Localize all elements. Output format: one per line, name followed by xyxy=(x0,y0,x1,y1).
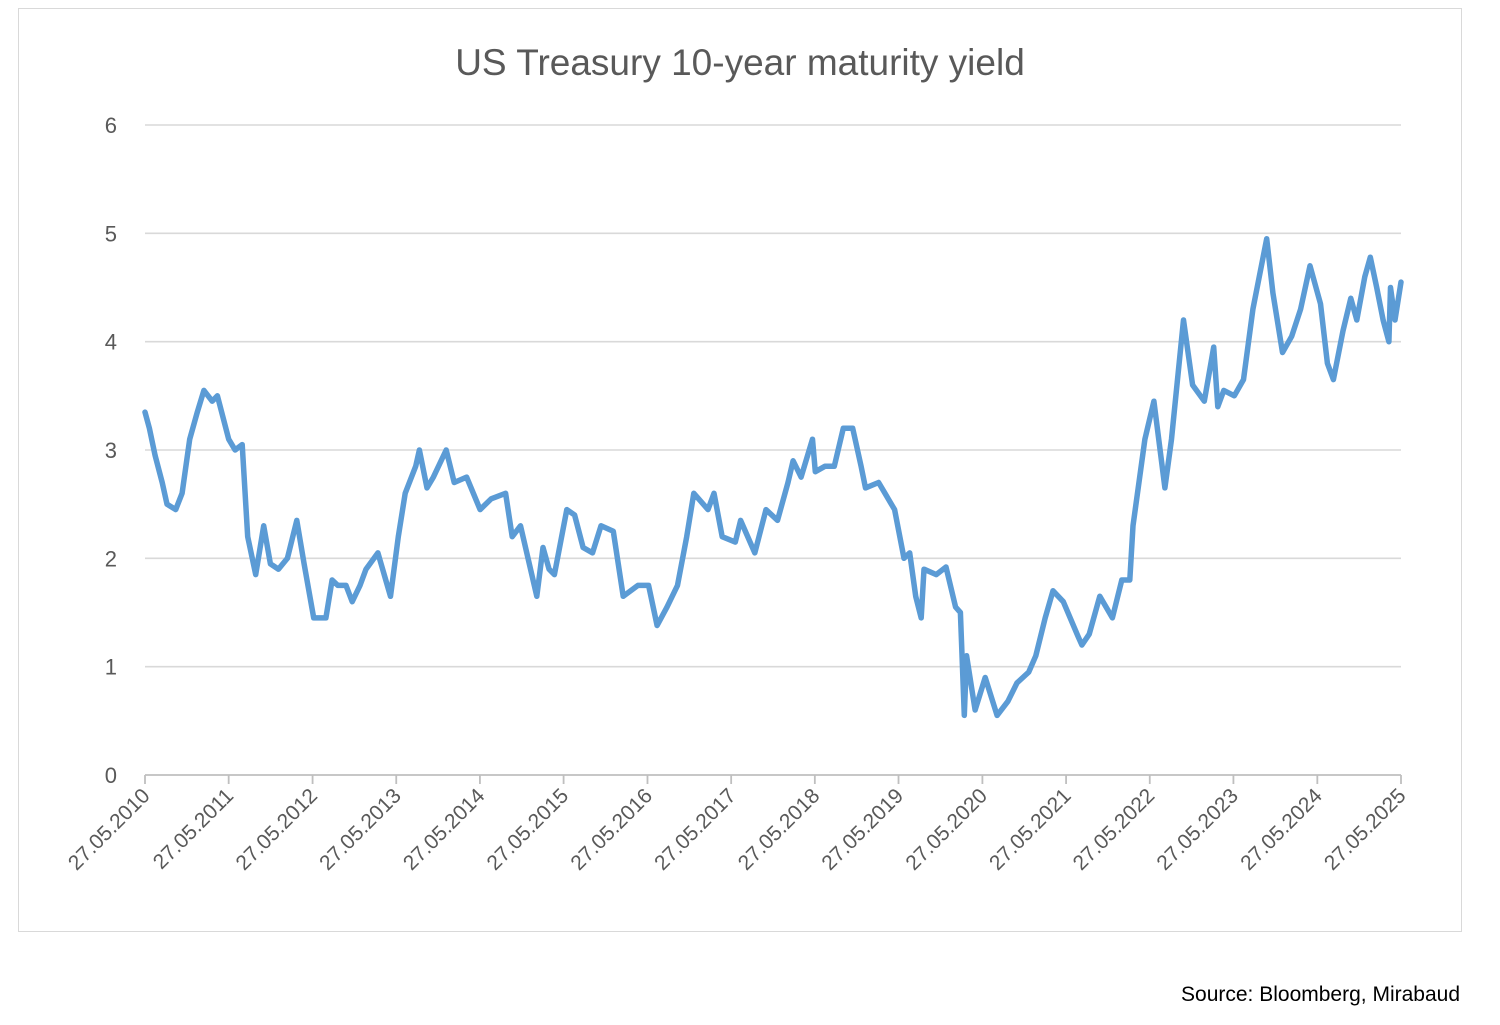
source-note: Source: Bloomberg, Mirabaud xyxy=(1181,983,1460,1006)
y-tick-label: 1 xyxy=(105,655,117,680)
x-tick-label: 27.05.2011 xyxy=(149,784,238,873)
x-tick-label: 27.05.2025 xyxy=(1320,784,1411,875)
y-tick-label: 4 xyxy=(105,330,117,355)
x-tick-label: 27.05.2017 xyxy=(650,784,741,875)
y-tick-label: 2 xyxy=(105,546,117,571)
x-axis: 27.05.201027.05.201127.05.201227.05.2013… xyxy=(64,774,1411,875)
x-tick-label: 27.05.2023 xyxy=(1152,784,1243,875)
x-tick-label: 27.05.2014 xyxy=(399,784,490,875)
y-tick-label: 0 xyxy=(105,763,117,788)
chart-title: US Treasury 10-year maturity yield xyxy=(455,42,1025,83)
x-tick-label: 27.05.2016 xyxy=(566,784,657,875)
x-tick-label: 27.05.2012 xyxy=(232,784,323,875)
x-tick-label: 27.05.2015 xyxy=(483,784,574,875)
chart-frame: US Treasury 10-year maturity yield 0 1 2 3 4… xyxy=(18,8,1462,932)
x-tick-label: 27.05.2013 xyxy=(315,784,406,875)
series-line-0 xyxy=(142,236,1404,719)
x-tick-label: 27.05.2022 xyxy=(1069,784,1160,875)
y-axis-tick-labels: 0 1 2 3 4 5 6 xyxy=(105,113,117,788)
x-tick-label: 27.05.2024 xyxy=(1236,784,1327,875)
series-group xyxy=(142,236,1404,719)
line-chart: US Treasury 10-year maturity yield 0 1 2 3 4… xyxy=(64,42,1411,875)
y-tick-label: 6 xyxy=(105,113,117,138)
x-tick-label: 27.05.2021 xyxy=(985,784,1076,875)
y-tick-label: 3 xyxy=(105,438,117,463)
x-tick-label: 27.05.2018 xyxy=(734,784,825,875)
gridlines xyxy=(145,124,1401,668)
x-tick-label: 27.05.2010 xyxy=(64,784,155,875)
y-tick-label: 5 xyxy=(105,221,117,246)
x-tick-label: 27.05.2019 xyxy=(817,784,908,875)
x-tick-label: 27.05.2020 xyxy=(901,784,992,875)
